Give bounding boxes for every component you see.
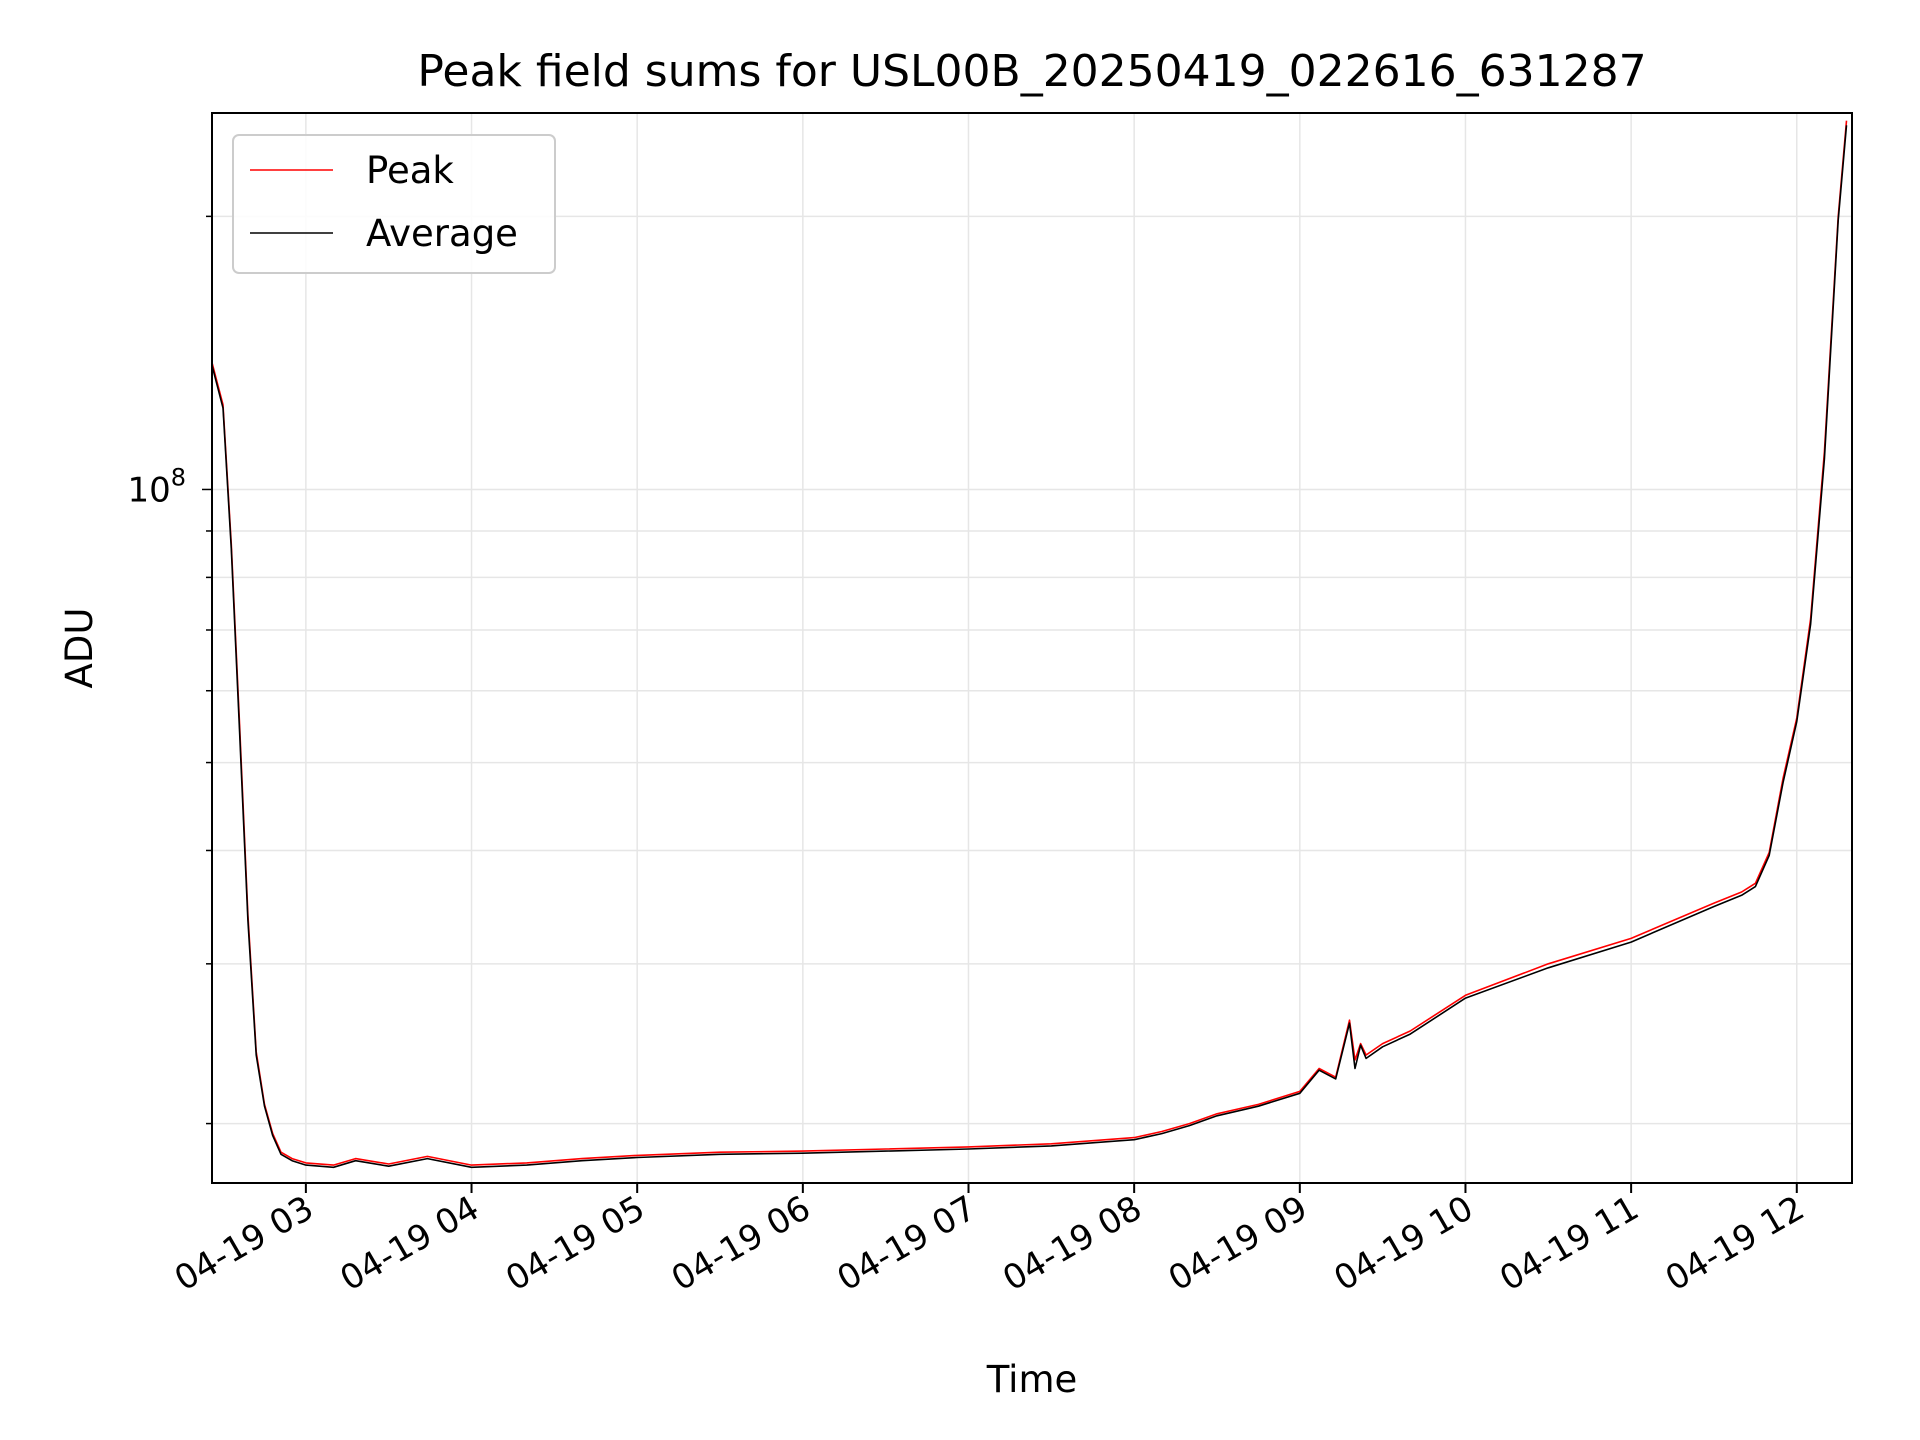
legend-label-average: Average <box>366 212 518 255</box>
y-tick-label: 108 <box>127 463 186 510</box>
legend: Peak Average <box>232 134 556 274</box>
series-average-line <box>211 125 1848 1169</box>
y-axis-label: ADU <box>58 608 101 689</box>
series-layer <box>211 120 1848 1169</box>
grid <box>212 113 1852 1183</box>
plot-frame <box>211 112 1853 1184</box>
x-axis-label: Time <box>986 1358 1078 1401</box>
chart-title: Peak field sums for USL00B_20250419_0226… <box>417 46 1646 97</box>
legend-label-peak: Peak <box>366 149 454 192</box>
series-peak-line <box>211 120 1848 1166</box>
